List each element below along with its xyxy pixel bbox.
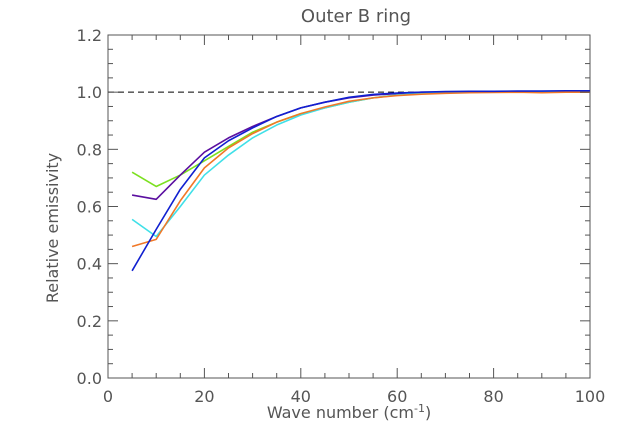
y-tick-label: 0.4 bbox=[77, 255, 102, 274]
x-tick-label: 80 bbox=[483, 387, 503, 406]
x-axis-label-superscript: -1 bbox=[414, 402, 425, 415]
series-line-4 bbox=[131, 91, 590, 248]
series-line-3 bbox=[131, 91, 590, 238]
x-axis-label-main: Wave number (cm bbox=[267, 403, 414, 422]
y-tick-label: 1.2 bbox=[77, 26, 102, 45]
chart-title: Outer B ring bbox=[301, 6, 411, 27]
x-axis-ticks: 0 20 40 60 80 100 bbox=[103, 35, 605, 406]
y-tick-label: 0.8 bbox=[77, 140, 102, 159]
series-line-2 bbox=[131, 89, 591, 201]
y-axis-label: Relative emissivity bbox=[43, 153, 62, 303]
y-tick-label: 0.0 bbox=[77, 369, 102, 388]
x-tick-label: 100 bbox=[575, 387, 606, 406]
y-tick-label: 1.0 bbox=[77, 83, 102, 102]
series-line-5 bbox=[131, 89, 590, 272]
x-tick-label: 40 bbox=[291, 387, 311, 406]
y-axis-ticks: 0.0 0.2 0.4 0.6 0.8 1.0 1.2 bbox=[77, 26, 590, 388]
series-layer bbox=[131, 89, 591, 272]
x-tick-label: 0 bbox=[103, 387, 113, 406]
x-tick-label: 20 bbox=[194, 387, 214, 406]
y-tick-label: 0.6 bbox=[77, 198, 102, 217]
x-axis-label-close: ) bbox=[425, 403, 431, 422]
y-tick-label: 0.2 bbox=[77, 312, 102, 331]
x-axis-label: Wave number (cm-1) bbox=[267, 402, 431, 422]
x-tick-label: 60 bbox=[387, 387, 407, 406]
